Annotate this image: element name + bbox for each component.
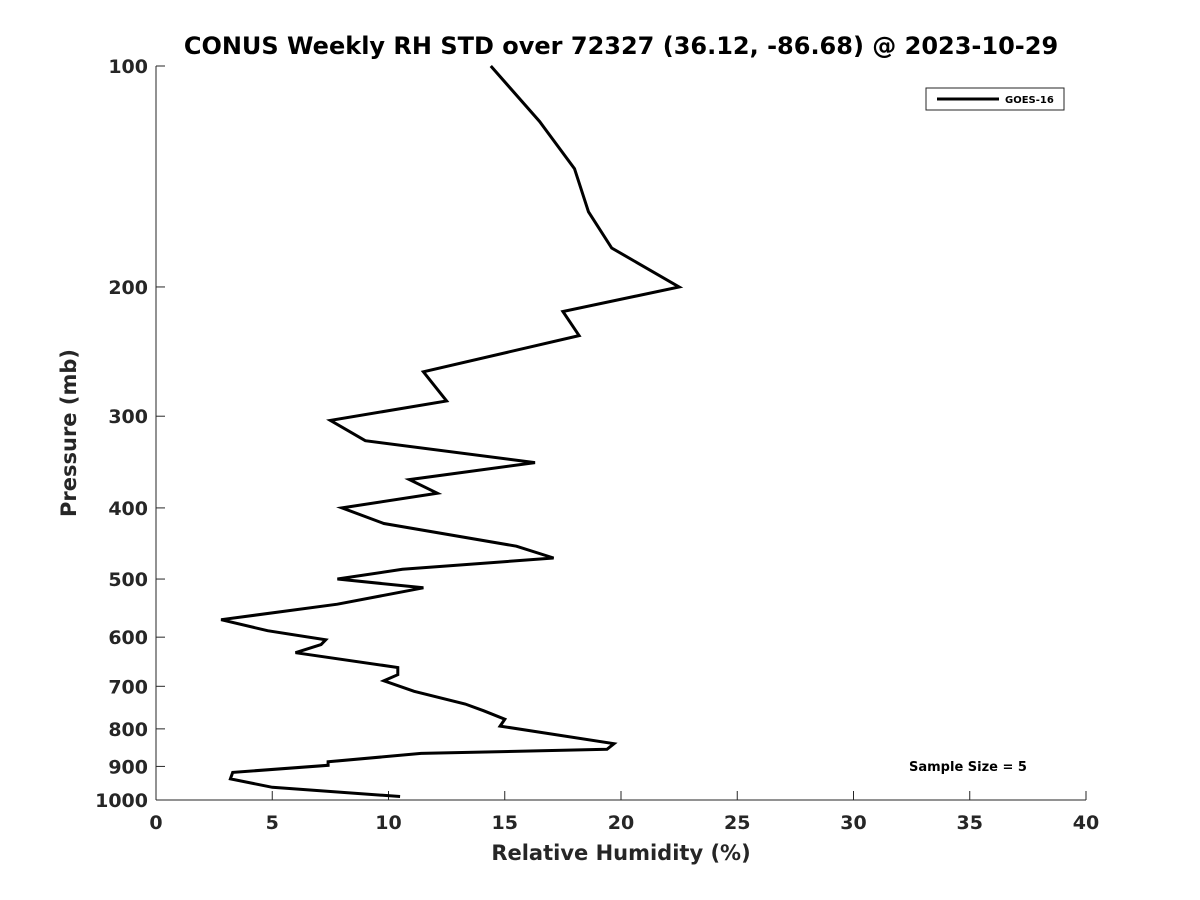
x-axis-ticks: 0 5 10 15 20 25 30 35 40 bbox=[149, 791, 1099, 834]
x-tick-label: 25 bbox=[724, 812, 750, 834]
y-tick-label: 1000 bbox=[95, 790, 148, 812]
x-tick-label: 40 bbox=[1073, 812, 1099, 834]
y-tick-label: 600 bbox=[108, 627, 148, 649]
chart-title: CONUS Weekly RH STD over 72327 (36.12, -… bbox=[184, 32, 1058, 60]
x-tick-label: 35 bbox=[957, 812, 983, 834]
plot-area bbox=[155, 66, 1086, 801]
y-tick-label: 700 bbox=[108, 676, 148, 698]
x-tick-label: 10 bbox=[375, 812, 401, 834]
y-tick-label: 200 bbox=[108, 277, 148, 299]
series-line-goes-16 bbox=[220, 65, 684, 798]
y-tick-label: 900 bbox=[108, 756, 148, 778]
y-tick-label: 500 bbox=[108, 569, 148, 591]
x-tick-label: 20 bbox=[608, 812, 634, 834]
sample-size-annotation: Sample Size = 5 bbox=[909, 760, 1027, 775]
legend: GOES-16 bbox=[925, 87, 1065, 111]
y-tick-label: 400 bbox=[108, 498, 148, 520]
y-tick-label: 100 bbox=[108, 56, 148, 78]
x-tick-label: 30 bbox=[840, 812, 866, 834]
y-axis-label: Pressure (mb) bbox=[57, 349, 81, 517]
plot-background bbox=[156, 66, 1086, 800]
y-axis-ticks: 100 200 300 400 500 600 700 800 900 1000 bbox=[95, 56, 165, 812]
x-axis-label: Relative Humidity (%) bbox=[491, 841, 750, 865]
y-tick-label: 300 bbox=[108, 406, 148, 428]
x-tick-label: 0 bbox=[149, 812, 162, 834]
x-tick-label: 15 bbox=[492, 812, 518, 834]
legend-label-goes-16: GOES-16 bbox=[1005, 95, 1054, 106]
x-tick-label: 5 bbox=[266, 812, 279, 834]
y-tick-label: 800 bbox=[108, 719, 148, 741]
series-layer bbox=[220, 65, 684, 798]
